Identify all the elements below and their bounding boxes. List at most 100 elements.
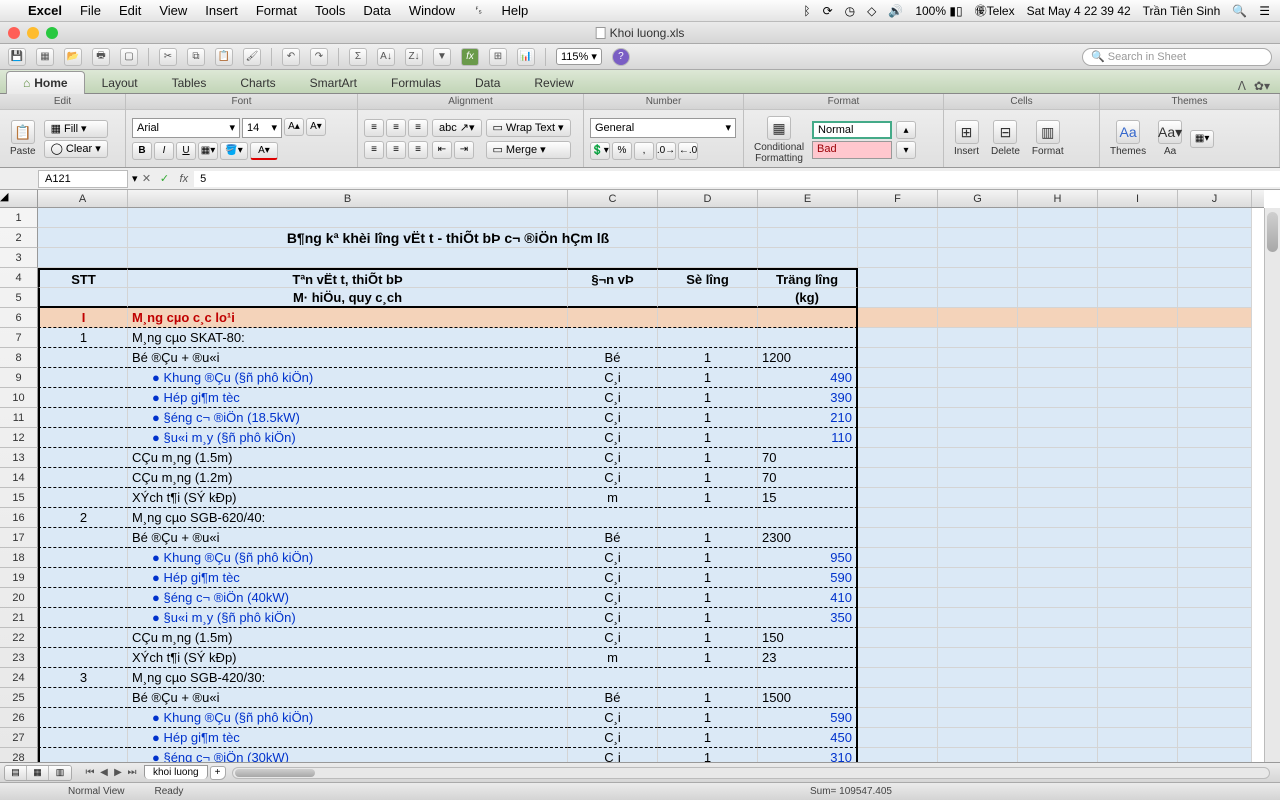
user-name[interactable]: Trần Tiên Sinh (1143, 4, 1221, 18)
align-center[interactable]: ≡ (386, 141, 406, 159)
view-break-icon[interactable]: ▥ (49, 766, 71, 780)
menu-format[interactable]: Format (256, 3, 297, 18)
zoom-button[interactable] (46, 27, 58, 39)
search-sheet-input[interactable]: 🔍 Search in Sheet (1082, 48, 1272, 66)
menu-file[interactable]: File (80, 3, 101, 18)
spotlight-icon[interactable]: 🔍 (1232, 4, 1247, 18)
row-headers[interactable]: 1234567891011121314151617181920212223242… (0, 208, 38, 762)
tab-tables[interactable]: Tables (155, 71, 224, 94)
new-button[interactable]: ▢ (120, 48, 138, 66)
help-button[interactable]: ? (612, 48, 630, 66)
cancel-formula-icon[interactable]: ✕ (138, 172, 156, 185)
copy-button[interactable]: ⧉ (187, 48, 205, 66)
battery-status[interactable]: 100% ▮▯ (915, 4, 962, 18)
open-button[interactable]: 📂 (64, 48, 82, 66)
fx-button[interactable]: fx (461, 48, 479, 66)
align-right[interactable]: ≡ (408, 141, 428, 159)
sheet-tab[interactable]: khoi luong (144, 765, 208, 779)
delete-cells-button[interactable]: ⊟Delete (987, 118, 1024, 159)
style-bad[interactable]: Bad (812, 141, 892, 159)
format-cells-button[interactable]: ▥Format (1028, 118, 1068, 159)
volume-icon[interactable]: 🔊 (888, 4, 903, 18)
tab-next-icon[interactable]: ▶ (112, 767, 124, 778)
wifi-icon[interactable]: ◇ (867, 4, 876, 18)
name-box[interactable]: A121 (38, 170, 128, 188)
input-source[interactable]: ㊝Telex (975, 2, 1015, 19)
comma-button[interactable]: , (634, 142, 654, 160)
merge-button[interactable]: ▭ Merge ▾ (486, 141, 571, 159)
fill-color-button[interactable]: 🪣▾ (220, 142, 248, 160)
close-button[interactable] (8, 27, 20, 39)
menu-window[interactable]: Window (409, 3, 455, 18)
enter-formula-icon[interactable]: ✓ (156, 172, 174, 185)
sort-asc-button[interactable]: A↓ (377, 48, 395, 66)
insert-cells-button[interactable]: ⊞Insert (950, 118, 983, 159)
menu-edit[interactable]: Edit (119, 3, 141, 18)
decrease-decimal[interactable]: ←.0 (678, 142, 698, 160)
redo-button[interactable]: ↷ (310, 48, 328, 66)
bold-button[interactable]: B (132, 142, 152, 160)
font-color-button[interactable]: A▾ (250, 142, 278, 160)
currency-button[interactable]: 💲▾ (590, 142, 610, 160)
notification-icon[interactable]: ☰ (1259, 4, 1270, 18)
font-size-select[interactable]: 14▾ (242, 118, 282, 138)
tab-first-icon[interactable]: ⏮ (84, 767, 96, 778)
vertical-scrollbar[interactable] (1264, 208, 1280, 762)
tab-smartart[interactable]: SmartArt (293, 71, 374, 94)
indent-dec[interactable]: ⇤ (432, 141, 452, 159)
filter-button[interactable]: ▼ (433, 48, 451, 66)
formula-input[interactable]: 5 (194, 171, 1280, 187)
underline-button[interactable]: U (176, 142, 196, 160)
styles-up[interactable]: ▴ (896, 121, 916, 139)
menu-tools[interactable]: Tools (315, 3, 345, 18)
tab-prev-icon[interactable]: ◀ (98, 767, 110, 778)
bluetooth-icon[interactable]: ᛒ (803, 4, 810, 18)
paste-button[interactable]: 📋Paste (6, 118, 40, 159)
column-headers[interactable]: ABCDEFGHIJ (38, 190, 1264, 208)
conditional-formatting-button[interactable]: ▦Conditional Formatting (750, 114, 808, 166)
number-format-select[interactable]: General▾ (590, 118, 736, 138)
app-menu[interactable]: Excel (28, 3, 62, 18)
italic-button[interactable]: I (154, 142, 174, 160)
menu-help[interactable]: Help (501, 3, 528, 18)
indent-inc[interactable]: ⇥ (454, 141, 474, 159)
horizontal-scrollbar[interactable] (232, 767, 1270, 779)
increase-decimal[interactable]: .0→ (656, 142, 676, 160)
format-painter-button[interactable]: 🖌 (243, 48, 261, 66)
menu-data[interactable]: Data (363, 3, 390, 18)
paste-clipboard-button[interactable]: 📋 (215, 48, 233, 66)
menu-insert[interactable]: Insert (205, 3, 238, 18)
select-all-corner[interactable]: ◢ (0, 190, 38, 208)
h-scroll-thumb[interactable] (235, 769, 315, 777)
clear-button[interactable]: ◯ Clear ▾ (44, 140, 108, 158)
chart-button[interactable]: 📊 (517, 48, 535, 66)
tab-review[interactable]: Review (517, 71, 590, 94)
grid[interactable]: B¶ng kª khèi l­îng vËt t­ - thiÕt bÞ c¬ … (38, 208, 1264, 762)
ribbon-collapse-icon[interactable]: ᐱ (1238, 79, 1246, 93)
v-scroll-thumb[interactable] (1267, 212, 1278, 252)
theme-fonts-button[interactable]: Aa▾Aa (1154, 118, 1186, 159)
timemachine-icon[interactable]: ◷ (845, 4, 855, 18)
align-mid[interactable]: ≡ (386, 119, 406, 137)
tab-home[interactable]: ⌂Home (6, 71, 85, 94)
align-left[interactable]: ≡ (364, 141, 384, 159)
script-menu-icon[interactable]: ␜ (473, 3, 483, 19)
decrease-font-button[interactable]: A▾ (306, 118, 326, 136)
fill-button[interactable]: ▦ Fill ▾ (44, 120, 108, 138)
tab-last-icon[interactable]: ⏭ (126, 767, 138, 778)
style-normal[interactable]: Normal (812, 121, 892, 139)
minimize-button[interactable] (27, 27, 39, 39)
font-name-select[interactable]: Arial▾ (132, 118, 240, 138)
percent-button[interactable]: % (612, 142, 632, 160)
save-button[interactable]: 💾 (8, 48, 26, 66)
menu-view[interactable]: View (159, 3, 187, 18)
wrap-text-button[interactable]: ▭ Wrap Text ▾ (486, 119, 571, 137)
tab-charts[interactable]: Charts (223, 71, 292, 94)
sync-icon[interactable]: ⟳ (823, 4, 833, 18)
zoom-select[interactable]: 115% ▾ (556, 48, 602, 65)
autosum-button[interactable]: Σ (349, 48, 367, 66)
ribbon-options-icon[interactable]: ✿▾ (1254, 79, 1270, 93)
add-sheet-button[interactable]: + (210, 766, 226, 780)
tab-data[interactable]: Data (458, 71, 517, 94)
sort-desc-button[interactable]: Z↓ (405, 48, 423, 66)
